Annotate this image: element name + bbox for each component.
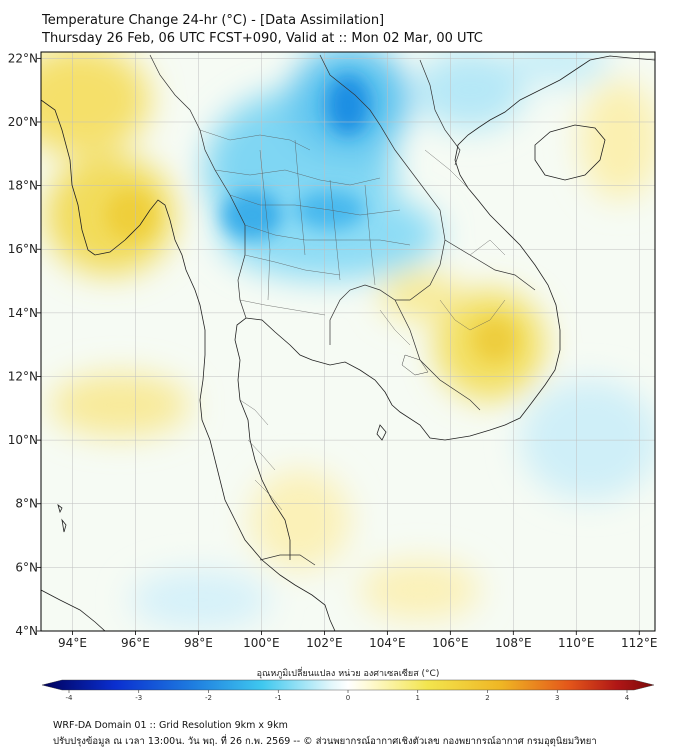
lat-tick-label: 6°N <box>15 560 38 574</box>
footer-domain-info: WRF-DA Domain 01 :: Grid Resolution 9km … <box>53 720 288 731</box>
map-geography <box>41 54 655 631</box>
map-subtitle: Thursday 26 Feb, 06 UTC FCST+090, Valid … <box>42 31 483 46</box>
mainland-coastline <box>41 55 655 631</box>
colorbar-tick-label: -2 <box>205 694 212 700</box>
cold-core-laos <box>326 75 370 135</box>
lon-tick-label: 94°E <box>58 636 87 650</box>
colorbar-tick-labels: -4 -3 -2 -1 0 1 2 3 4 <box>66 694 630 700</box>
cold-core-thailand <box>222 190 282 240</box>
lon-tick-label: 112°E <box>621 636 658 650</box>
lat-tick-label: 22°N <box>8 51 38 65</box>
map-gridlines <box>37 52 655 635</box>
lat-tick-label: 12°N <box>8 369 38 383</box>
cold-anomaly-sw <box>130 570 270 630</box>
phu-quoc-island <box>376 424 387 441</box>
cold-anomaly-vietnam <box>415 52 525 130</box>
lon-tick-label: 110°E <box>558 636 595 650</box>
andaman-islands <box>57 503 67 533</box>
warm-core-myanmar <box>105 190 155 240</box>
hainan-coastline <box>534 124 606 181</box>
lat-tick-label: 8°N <box>15 497 38 511</box>
warm-anomaly-south <box>360 560 480 620</box>
lat-tick-label: 14°N <box>8 306 38 320</box>
lon-tick-label: 98°E <box>184 636 213 650</box>
lon-tick-label: 96°E <box>121 636 150 650</box>
colorbar-tick-label: -1 <box>275 694 282 700</box>
warm-anomaly-east <box>580 80 655 200</box>
province-borders <box>199 129 506 511</box>
colorbar-tick-label: 0 <box>346 694 350 700</box>
sumatra-coastline <box>41 589 106 631</box>
lon-tick-label: 106°E <box>432 636 469 650</box>
map-frame <box>40 51 656 632</box>
map-figure: 94°E 96°E 98°E 100°E 102°E 104°E 106°E 108°E 110… <box>8 51 658 700</box>
warm-anomaly-gulf <box>250 470 350 570</box>
lon-tick-label: 100°E <box>243 636 280 650</box>
warm-anomaly-nw <box>41 52 150 155</box>
lon-tick-label: 102°E <box>306 636 343 650</box>
warm-core-cambodia <box>473 318 517 362</box>
temperature-field <box>41 52 655 631</box>
colorbar-tick-label: -3 <box>135 694 142 700</box>
lat-tick-label: 10°N <box>8 433 38 447</box>
colorbar-tick-label: 4 <box>625 694 630 700</box>
colorbar: อุณหภูมิเปลี่ยนแปลง หน่วย องศาเซลเซียส (… <box>41 666 655 700</box>
colorbar-tick-label: 1 <box>416 694 420 700</box>
map-title: Temperature Change 24-hr (°C) - [Data As… <box>42 13 385 28</box>
longitude-tick-labels: 94°E 96°E 98°E 100°E 102°E 104°E 106°E 108°E 110… <box>58 636 657 650</box>
colorbar-tick-label: -4 <box>66 694 74 700</box>
colorbar-tick-label: 2 <box>485 694 489 700</box>
warm-anomaly-laos-south <box>380 270 460 320</box>
lat-tick-label: 16°N <box>8 242 38 256</box>
lat-tick-label: 4°N <box>15 624 38 638</box>
lat-tick-label: 20°N <box>8 115 38 129</box>
lat-tick-label: 18°N <box>8 179 38 193</box>
warm-anomaly-andaman <box>50 373 190 437</box>
rivers-lakes <box>401 354 429 376</box>
footer-update-credit: ปรับปรุงข้อมูล ณ เวลา 13:00น. วัน พฤ. ที… <box>53 736 597 747</box>
lon-tick-label: 104°E <box>369 636 406 650</box>
latitude-tick-labels: 4°N 6°N 8°N 10°N 12°N 14°N 16°N 18°N 20°N 22°N <box>8 51 38 638</box>
colorbar-title: อุณหภูมิเปลี่ยนแปลง หน่วย องศาเซลเซียส (… <box>257 666 440 679</box>
cold-anomaly-ne <box>510 52 610 85</box>
lon-tick-label: 108°E <box>495 636 532 650</box>
colorbar-ramp <box>41 679 655 691</box>
colorbar-ticks <box>68 690 628 693</box>
colorbar-tick-label: 3 <box>555 694 559 700</box>
